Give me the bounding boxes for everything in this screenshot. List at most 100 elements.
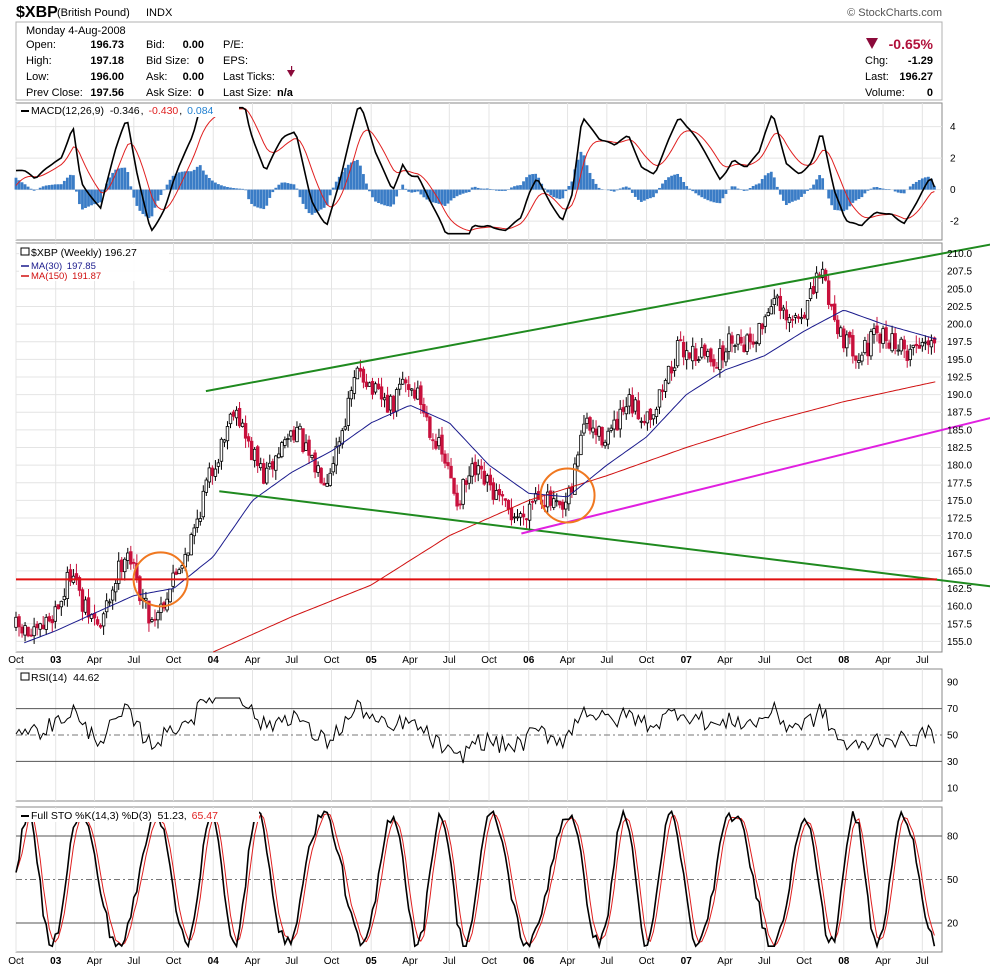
macd-histogram-bar — [488, 188, 492, 190]
macd-histogram-bar — [670, 175, 673, 190]
candle — [854, 355, 858, 361]
candle — [443, 453, 447, 464]
candle — [195, 518, 199, 528]
bidask-value: 0.00 — [183, 71, 204, 83]
macd-histogram-bar — [295, 188, 299, 190]
y-tick-label: -2 — [950, 217, 959, 228]
candle — [923, 341, 928, 344]
macd-histogram-bar — [328, 189, 332, 196]
macd-histogram-bar — [165, 184, 169, 190]
macd-legend: MACD(12,26,9) -0.346, -0.430, 0.084 — [19, 104, 239, 117]
macd-histogram-bar — [81, 189, 84, 210]
macd-histogram-bar — [573, 169, 577, 190]
macd-histogram-bar — [585, 165, 589, 190]
macd-histogram-bar — [652, 189, 655, 198]
candle — [422, 404, 426, 414]
candle — [413, 389, 417, 399]
candle — [216, 462, 221, 467]
macd-histogram-bar — [612, 189, 616, 192]
candle — [449, 465, 453, 479]
candle — [113, 583, 118, 593]
candle — [117, 560, 121, 584]
candle — [86, 597, 91, 618]
candle — [558, 500, 562, 506]
macd-histogram-bar — [126, 172, 130, 190]
candle — [515, 516, 520, 519]
candle — [252, 448, 257, 461]
macd-histogram-bar — [189, 171, 193, 190]
candle — [391, 395, 396, 413]
macd-histogram-bar — [419, 189, 423, 195]
macd-histogram-bar — [386, 189, 389, 207]
candle — [660, 389, 665, 393]
macd-histogram-bar — [268, 189, 272, 198]
y-tick-label: 202.5 — [947, 302, 972, 313]
candle — [132, 561, 136, 564]
trendline — [205, 243, 990, 393]
candle — [174, 571, 178, 575]
macd-histogram-bar — [401, 184, 405, 190]
macd-histogram-bar — [87, 189, 90, 207]
macd-histogram-bar — [226, 186, 229, 190]
macd-histogram-bar — [917, 180, 921, 190]
macd-legend-text: MACD(12,26,9) -0.346, -0.430, 0.084 — [31, 105, 214, 117]
macd-histogram-bar — [703, 189, 707, 199]
candle — [796, 316, 801, 319]
macd-histogram-bar — [745, 189, 749, 191]
macd-histogram-bar — [543, 188, 547, 190]
macd-histogram-bar — [688, 188, 692, 190]
candle — [319, 467, 323, 484]
candle — [839, 327, 843, 337]
macd-histogram-bar — [395, 189, 399, 197]
macd-histogram-bar — [102, 189, 106, 192]
macd-histogram-bar — [440, 189, 444, 205]
macd-histogram-bar — [446, 189, 450, 204]
macd-histogram-bar — [380, 189, 383, 205]
candle — [394, 389, 399, 412]
macd-histogram-bar — [679, 176, 683, 190]
macd-histogram-bar — [455, 189, 459, 197]
macd-histogram-bar — [902, 189, 906, 194]
candle — [829, 303, 834, 307]
candle — [400, 378, 405, 385]
candle — [129, 551, 133, 565]
candle — [59, 600, 64, 608]
x-tick-label: Oct — [324, 956, 340, 967]
y-tick-label: 50 — [947, 731, 959, 742]
y-tick-label: 10 — [947, 783, 959, 794]
macd-histogram-bar — [153, 189, 157, 208]
candle — [715, 366, 719, 369]
candle — [814, 272, 819, 293]
macd-signal-value: -0.430 — [149, 105, 179, 117]
candle — [20, 626, 24, 634]
macd-histogram-bar — [555, 189, 559, 199]
candle — [340, 430, 344, 445]
candle — [325, 483, 329, 487]
macd-histogram-bar — [494, 189, 498, 191]
bidask-value: 0 — [198, 55, 204, 67]
macd-histogram-bar — [742, 189, 746, 191]
candle — [204, 479, 209, 493]
candle — [385, 394, 390, 413]
candle — [44, 616, 48, 630]
macd-histogram-bar — [609, 189, 613, 191]
candle — [120, 559, 124, 573]
candle — [730, 335, 734, 344]
candle — [446, 462, 450, 467]
macd-histogram-bar — [531, 174, 535, 190]
macd-histogram-bar — [159, 189, 163, 195]
macd-histogram-bar — [123, 167, 127, 190]
candle — [908, 348, 912, 361]
candle — [684, 350, 689, 361]
x-tick-label: Apr — [875, 956, 891, 967]
macd-histogram-bar — [72, 175, 75, 190]
candle — [382, 397, 387, 401]
macd-histogram-bar — [186, 171, 190, 190]
candle — [706, 351, 710, 358]
candle — [561, 501, 565, 510]
sto-k-value: 51.23 — [158, 810, 184, 822]
rsi-value: 44.62 — [73, 672, 99, 684]
macd-histogram-bar — [866, 189, 870, 191]
macd-histogram-bar — [664, 179, 667, 190]
candle — [352, 377, 357, 394]
